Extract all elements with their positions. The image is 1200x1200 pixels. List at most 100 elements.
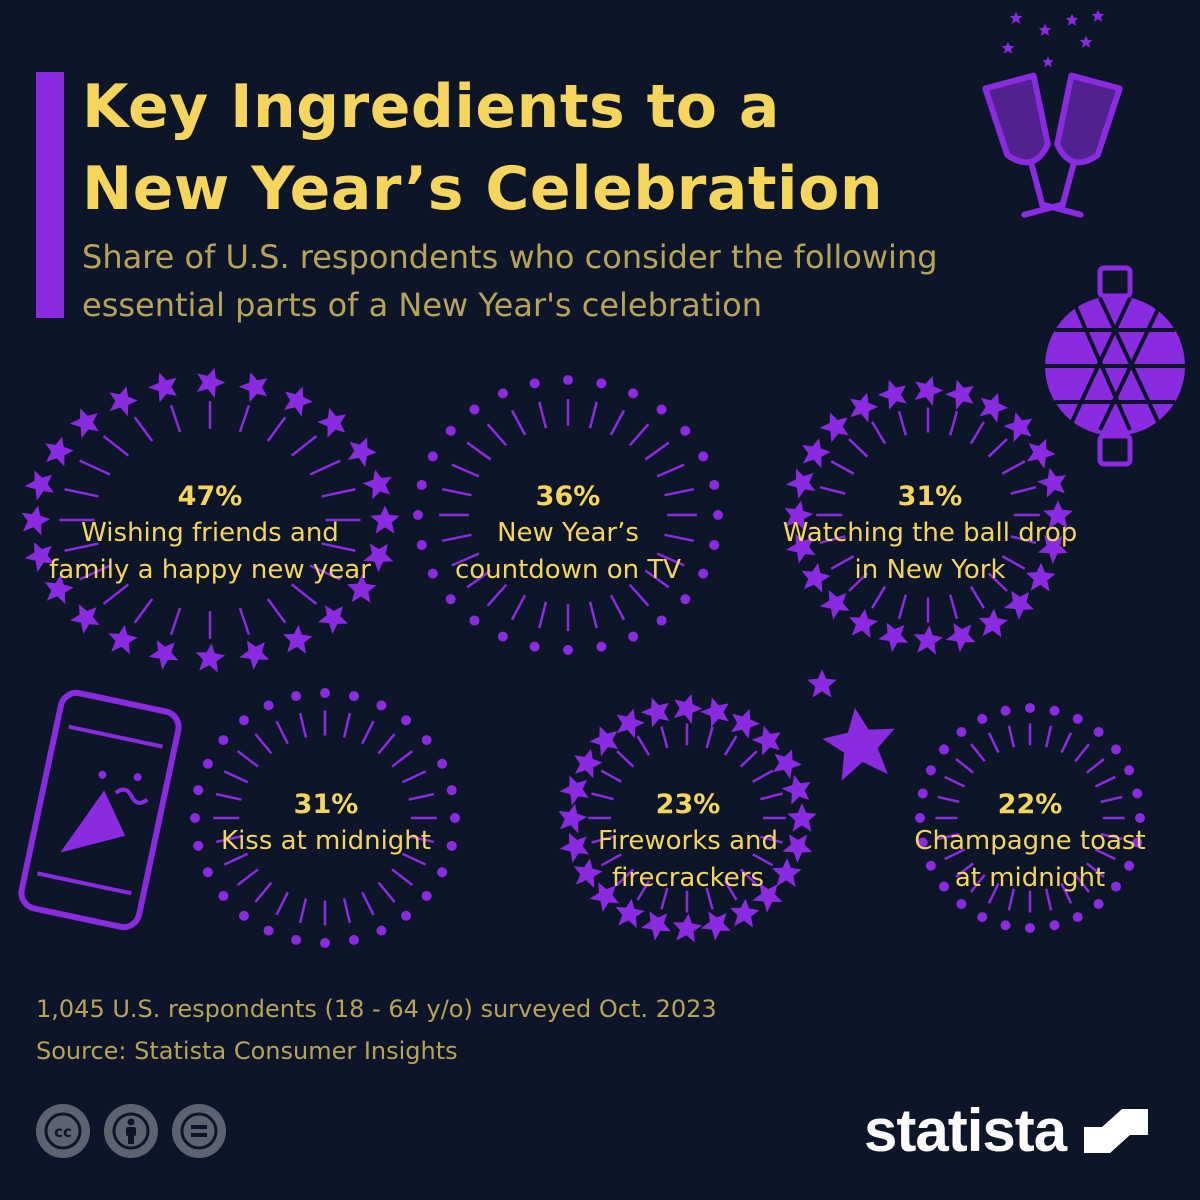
burst-ray bbox=[944, 775, 966, 788]
burst-dot bbox=[938, 744, 949, 755]
burst-ray bbox=[169, 607, 182, 636]
burst-dot bbox=[925, 860, 936, 871]
burst-ray bbox=[636, 735, 651, 756]
callout-value: 31% bbox=[293, 789, 359, 820]
license-icons: cc bbox=[36, 1104, 226, 1158]
burst-star bbox=[144, 632, 186, 674]
title-accent-bar bbox=[36, 72, 64, 318]
burst-ray bbox=[64, 488, 99, 498]
callout-label-line: Champagne toast bbox=[914, 826, 1146, 856]
burst-dot bbox=[1025, 923, 1035, 933]
small-star-icons bbox=[1001, 9, 1105, 68]
callout-label: Fireworks and firecrackers bbox=[498, 823, 878, 897]
callout-label-line: at midnight bbox=[954, 863, 1106, 893]
burst-ray bbox=[1007, 888, 1016, 911]
burst-dot bbox=[956, 726, 967, 737]
burst-ray bbox=[987, 572, 1008, 592]
svg-text:cc: cc bbox=[54, 1123, 72, 1141]
burst-dot bbox=[977, 912, 988, 923]
burst-dot bbox=[218, 735, 229, 746]
burst-ray bbox=[970, 743, 986, 763]
page-title: Key Ingredients to a New Year’s Celebrat… bbox=[82, 66, 883, 230]
burst-ray bbox=[361, 891, 375, 916]
burst-ray bbox=[970, 873, 986, 893]
burst-ray bbox=[1074, 873, 1090, 893]
burst-star bbox=[611, 704, 648, 740]
statista-logo[interactable]: statista bbox=[864, 1096, 1149, 1165]
burst-dot bbox=[709, 479, 720, 490]
burst-star bbox=[191, 363, 229, 400]
burst-ray bbox=[361, 720, 375, 745]
burst-ray bbox=[600, 769, 622, 783]
callout-label-line: countdown on TV bbox=[454, 555, 682, 585]
burst-star bbox=[697, 691, 738, 732]
burst-ray bbox=[752, 769, 774, 783]
burst-ray bbox=[133, 598, 154, 624]
burst-ray bbox=[949, 594, 959, 620]
callout-label: Wishing friends and family a happy new y… bbox=[20, 515, 400, 589]
burst-ray bbox=[309, 564, 341, 581]
burst-ray bbox=[664, 533, 695, 543]
burst-ray bbox=[236, 868, 259, 887]
burst-ray bbox=[486, 423, 508, 447]
burst-dot bbox=[427, 451, 438, 462]
burst-dot bbox=[628, 388, 639, 399]
burst-star bbox=[342, 431, 381, 470]
burst-star bbox=[696, 903, 738, 945]
burst-ray bbox=[169, 404, 182, 433]
burst-dot bbox=[445, 425, 456, 436]
burst-dot bbox=[348, 934, 359, 945]
burst-dot bbox=[680, 594, 691, 605]
burst-star bbox=[974, 387, 1012, 425]
burst-dot bbox=[446, 840, 457, 851]
burst-ray bbox=[955, 758, 975, 774]
burst-dot bbox=[238, 910, 249, 921]
callout-item-ball-drop: 31% Watching the ball drop in New York bbox=[740, 478, 1120, 589]
burst-dot bbox=[218, 890, 229, 901]
burst-dot bbox=[320, 688, 330, 698]
cc-icon[interactable]: cc bbox=[36, 1104, 90, 1158]
no-derivatives-icon[interactable] bbox=[172, 1104, 226, 1158]
attribution-icon[interactable] bbox=[104, 1104, 158, 1158]
burst-star bbox=[235, 366, 276, 407]
burst-ray bbox=[944, 848, 966, 861]
burst-ray bbox=[298, 712, 308, 738]
burst-ray bbox=[723, 880, 738, 901]
burst-star bbox=[637, 691, 678, 732]
callout-item-countdown: 36% New Year’s countdown on TV bbox=[378, 478, 758, 589]
callout-label-line: family a happy new year bbox=[49, 555, 371, 585]
burst-dot bbox=[1049, 920, 1060, 931]
burst-dot bbox=[320, 938, 330, 948]
burst-ray bbox=[309, 459, 341, 476]
burst-star bbox=[40, 433, 77, 468]
burst-star bbox=[728, 897, 761, 928]
burst-dot bbox=[193, 840, 204, 851]
burst-dot bbox=[421, 735, 432, 746]
burst-dot bbox=[1093, 899, 1104, 910]
burst-ray bbox=[538, 601, 548, 629]
burst-ray bbox=[391, 749, 414, 768]
burst-ray bbox=[739, 868, 758, 886]
callout-value: 23% bbox=[655, 789, 721, 820]
burst-star bbox=[670, 911, 704, 944]
burst-ray bbox=[275, 891, 289, 916]
burst-ray bbox=[451, 463, 480, 478]
burst-dot bbox=[1049, 705, 1060, 716]
burst-ray bbox=[254, 881, 273, 903]
burst-ray bbox=[656, 552, 685, 567]
burst-ray bbox=[254, 733, 273, 755]
burst-ray bbox=[897, 410, 907, 436]
burst-dot bbox=[563, 375, 573, 385]
burst-ray bbox=[628, 423, 650, 447]
burst-ray bbox=[1060, 882, 1073, 904]
burst-dot bbox=[497, 631, 508, 642]
burst-star bbox=[668, 689, 706, 726]
callout-item-fireworks: 23% Fireworks and firecrackers bbox=[498, 786, 878, 897]
burst-dot bbox=[401, 715, 412, 726]
burst-ray bbox=[290, 435, 318, 457]
title-line-1: Key Ingredients to a bbox=[82, 72, 780, 142]
burst-dot bbox=[1111, 881, 1122, 892]
burst-ray bbox=[949, 410, 959, 436]
callout-label-line: Fireworks and bbox=[597, 826, 779, 856]
burst-ray bbox=[408, 792, 435, 801]
